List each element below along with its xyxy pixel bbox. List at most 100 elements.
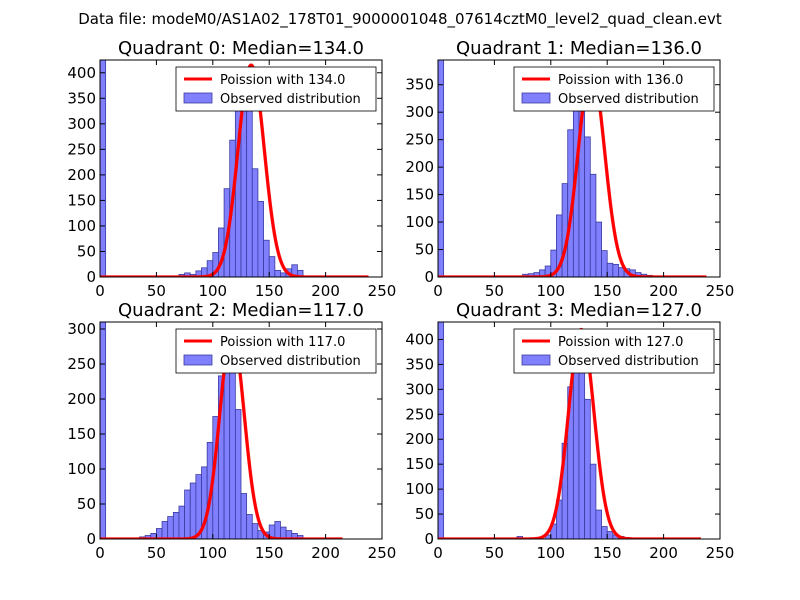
axes-frame xyxy=(99,59,383,278)
x-tick-label: 200 xyxy=(311,544,340,562)
y-tick-label: 250 xyxy=(67,140,96,158)
legend-poisson-label: Poission with 136.0 xyxy=(558,73,683,88)
figure-suptitle: Data file: modeM0/AS1A02_178T01_90000010… xyxy=(78,10,722,29)
histogram-bar xyxy=(438,322,445,539)
plot-area xyxy=(100,322,344,539)
x-tick-label: 0 xyxy=(433,282,443,300)
x-tick-label: 250 xyxy=(368,282,397,300)
legend-observed-swatch xyxy=(183,92,213,104)
subplot-grid: 0 50 100 150 200 250 0 50 100 150 200 250 300 350 400 Q… xyxy=(67,38,734,562)
poisson-curve xyxy=(438,66,708,277)
y-tick-label: 250 xyxy=(405,405,434,423)
panel-title: Quadrant 1: Median=136.0 xyxy=(456,38,702,59)
legend-box xyxy=(175,328,377,374)
legend-observed-label: Observed distribution xyxy=(220,92,361,107)
x-tick-label: 100 xyxy=(536,544,565,562)
histogram-bar xyxy=(296,269,304,277)
x-tick-label: 200 xyxy=(649,544,678,562)
histogram-bar xyxy=(274,521,281,539)
y-tick-label: 150 xyxy=(67,191,96,209)
histogram-bar xyxy=(595,221,602,277)
histogram-bar xyxy=(246,514,253,539)
y-tick-label: 0 xyxy=(86,530,96,548)
x-tick-label: 250 xyxy=(706,544,735,562)
legend-observed-swatch xyxy=(183,354,213,366)
histogram-bar xyxy=(251,168,259,277)
y-tick-label: 100 xyxy=(67,460,96,478)
x-tick-label: 200 xyxy=(649,282,678,300)
x-tick-label: 0 xyxy=(95,282,105,300)
x-tick-label: 50 xyxy=(485,544,504,562)
axes-frame xyxy=(99,321,383,540)
y-tick-label: 200 xyxy=(405,430,434,448)
histogram-bar xyxy=(100,60,107,277)
y-tick-label: 100 xyxy=(67,217,96,235)
legend-observed-label: Observed distribution xyxy=(558,354,699,369)
axes-frame xyxy=(437,59,721,278)
legend-poisson-label: Poission with 117.0 xyxy=(220,335,345,350)
histogram-bar xyxy=(240,493,248,539)
histogram-bar xyxy=(612,263,619,277)
x-tick-label: 200 xyxy=(311,282,340,300)
legend-observed-label: Observed distribution xyxy=(558,92,699,107)
panel-quadrant-3: 0 50 100 150 200 250 0 50 100 150 200 250 300 350 400 Q… xyxy=(405,300,734,562)
y-tick-label: 350 xyxy=(405,355,434,373)
histogram-bar xyxy=(438,60,445,277)
y-tick-label: 300 xyxy=(405,103,434,121)
y-tick-label: 300 xyxy=(67,320,96,338)
panel-title: Quadrant 2: Median=117.0 xyxy=(118,300,364,321)
histogram-bar xyxy=(234,409,242,539)
legend-observed-swatch xyxy=(521,354,551,366)
histogram-bar xyxy=(178,505,186,539)
histogram-bar xyxy=(280,272,287,277)
y-tick-label: 250 xyxy=(67,355,96,373)
legend: Poission with 117.0 Observed distribution xyxy=(175,328,377,374)
legend: Poission with 134.0 Observed distribution xyxy=(175,66,377,112)
x-tick-label: 250 xyxy=(706,282,735,300)
histogram-bar xyxy=(578,364,586,539)
legend-observed-swatch xyxy=(521,92,551,104)
y-tick-label: 0 xyxy=(424,530,434,548)
legend-box xyxy=(513,66,715,112)
y-tick-label: 350 xyxy=(405,76,434,94)
histogram-bar xyxy=(167,516,174,539)
legend-observed-label: Observed distribution xyxy=(220,354,361,369)
histogram-bar xyxy=(589,463,597,539)
x-tick-label: 250 xyxy=(368,544,397,562)
y-tick-label: 150 xyxy=(405,186,434,204)
legend-box xyxy=(513,328,715,374)
histogram-bar xyxy=(606,262,614,277)
y-tick-label: 150 xyxy=(405,455,434,473)
x-tick-label: 0 xyxy=(433,544,443,562)
y-tick-label: 300 xyxy=(405,380,434,398)
y-tick-label: 150 xyxy=(67,425,96,443)
histogram-bar xyxy=(257,201,264,277)
y-tick-label: 200 xyxy=(405,158,434,176)
y-tick-label: 400 xyxy=(67,64,96,82)
panel-quadrant-1: 0 50 100 150 200 250 0 50 100 150 200 250 300 350 Quad… xyxy=(405,38,734,300)
poisson-curve xyxy=(100,63,370,277)
poisson-curve xyxy=(438,327,702,539)
y-tick-label: 50 xyxy=(415,241,434,259)
panel-title: Quadrant 3: Median=127.0 xyxy=(456,300,702,321)
y-tick-label: 300 xyxy=(67,115,96,133)
histogram-bar xyxy=(601,526,608,539)
legend: Poission with 136.0 Observed distribution xyxy=(513,66,715,112)
y-tick-label: 100 xyxy=(405,480,434,498)
y-tick-label: 350 xyxy=(67,89,96,107)
panel-title: Quadrant 0: Median=134.0 xyxy=(118,38,364,59)
histogram-bar xyxy=(584,398,591,539)
histogram-bar xyxy=(246,108,253,277)
y-tick-label: 50 xyxy=(415,505,434,523)
legend-box xyxy=(175,66,377,112)
y-tick-label: 0 xyxy=(424,268,434,286)
x-tick-label: 100 xyxy=(198,544,227,562)
histogram-bar xyxy=(263,239,270,277)
histogram-bar xyxy=(274,269,281,277)
y-tick-label: 100 xyxy=(405,213,434,231)
y-tick-label: 0 xyxy=(86,268,96,286)
poisson-curve xyxy=(100,331,344,539)
x-tick-label: 150 xyxy=(255,544,284,562)
x-tick-label: 150 xyxy=(593,544,622,562)
y-tick-label: 50 xyxy=(77,242,96,260)
